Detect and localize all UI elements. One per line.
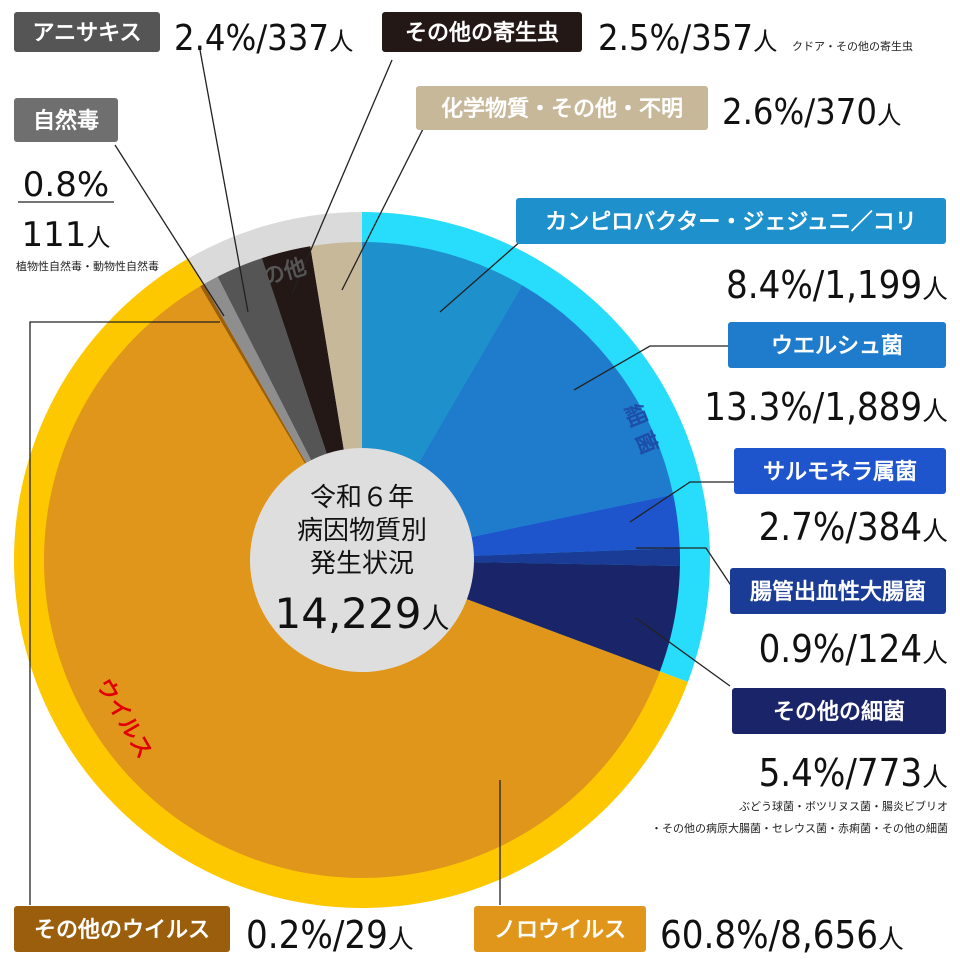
tag-label: その他のウイルス: [34, 918, 210, 943]
center-line1: 令和６年: [310, 483, 414, 513]
tag-box: [516, 198, 946, 244]
tag-box: [14, 98, 118, 142]
leader-natural-toxin: [114, 144, 225, 317]
center-line3: 発生状況: [310, 549, 414, 579]
leader-lines: [29, 49, 735, 905]
tag-other_parasites: その他の寄生虫: [382, 12, 582, 52]
tag-box: [728, 322, 946, 368]
tag-label: ウエルシュ菌: [771, 334, 903, 359]
leader-ehec: [636, 547, 735, 591]
tag-chemical: 化学物質・その他・不明: [416, 86, 708, 130]
tag-campylobacter: カンピロバクター・ジェジュニ／コリ: [516, 198, 946, 244]
value-ehec: 0.9%/124人: [759, 627, 948, 671]
leader-other-virus: [29, 321, 220, 905]
tag-box: [730, 568, 946, 614]
value-natural-toxin-percent: 0.8%: [23, 165, 109, 205]
value-norovirus: 60.8%/8,656人: [660, 913, 904, 957]
tag-label: 自然毒: [33, 108, 99, 134]
center-total: 14,229人: [275, 589, 450, 638]
note-other-bacteria-2: ・その他の病原大腸菌・セレウス菌・赤痢菌・その他の細菌: [651, 821, 948, 835]
leader-anisakis: [199, 49, 249, 313]
value-salmonella: 2.7%/384人: [759, 505, 948, 549]
tag-salmonella: サルモネラ属菌: [734, 448, 946, 494]
value-chemical: 2.6%/370人: [722, 92, 901, 133]
tag-other_virus: その他のウイルス: [14, 906, 230, 952]
note-other-bacteria-1: ぶどう球菌・ボツリヌス菌・腸炎ビブリオ: [739, 799, 948, 813]
center-circle: [250, 448, 474, 672]
value-natural-toxin-count: 111人: [22, 215, 111, 255]
note-other-parasites: クドア・その他の寄生虫: [792, 39, 913, 53]
tag-label: アニサキス: [33, 21, 142, 46]
tag-label: ノロウイルス: [494, 918, 626, 943]
value-welchii: 13.3%/1,889人: [704, 385, 948, 429]
value-other_parasites: 2.5%/357人: [598, 18, 777, 59]
tag-welchii: ウエルシュ菌: [728, 322, 946, 368]
tag-label: サルモネラ属菌: [763, 460, 917, 485]
leader-campylobacter: [439, 239, 523, 313]
tag-anisakis: アニサキス: [14, 12, 160, 52]
tag-ehec: 腸管出血性大腸菌: [730, 568, 946, 614]
leader-salmonella: [629, 481, 734, 523]
leader-welchii: [573, 345, 728, 391]
value-anisakis: 2.4%/337人: [174, 18, 353, 59]
tag-box: [474, 906, 646, 952]
tag-box: [416, 86, 708, 130]
tag-label: 化学物質・その他・不明: [441, 96, 683, 122]
value-other_bacteria: 5.4%/773人: [759, 751, 948, 795]
tag-box: [14, 12, 160, 52]
tag-label: 腸管出血性大腸菌: [750, 579, 926, 605]
tag-box: [732, 688, 946, 734]
value-other_virus: 0.2%/29人: [246, 913, 414, 957]
leader-other-bacteria: [635, 617, 731, 687]
tag-natural_toxin: 自然毒: [14, 98, 118, 142]
tag-other_bacteria: その他の細菌: [732, 688, 946, 734]
leader-other-parasites: [291, 59, 393, 295]
tag-label: カンピロバクター・ジェジュニ／コリ: [545, 210, 917, 235]
tag-box: [734, 448, 946, 494]
tag-label: その他の細菌: [773, 699, 905, 725]
leader-chemical: [341, 124, 426, 291]
value-campylobacter: 8.4%/1,199人: [726, 263, 948, 307]
center-line2: 病因物質別: [297, 516, 427, 546]
note-natural-toxin: 植物性自然毒・動物性自然毒: [16, 259, 159, 273]
slice-labels: アニサキス 2.4%/337人 その他の寄生虫 2.5%/357人クドア・その他の寄生…: [14, 12, 948, 957]
tag-box: [14, 906, 230, 952]
tag-box: [382, 12, 582, 52]
tag-norovirus: ノロウイルス: [474, 906, 646, 952]
tag-label: その他の寄生虫: [405, 20, 559, 46]
